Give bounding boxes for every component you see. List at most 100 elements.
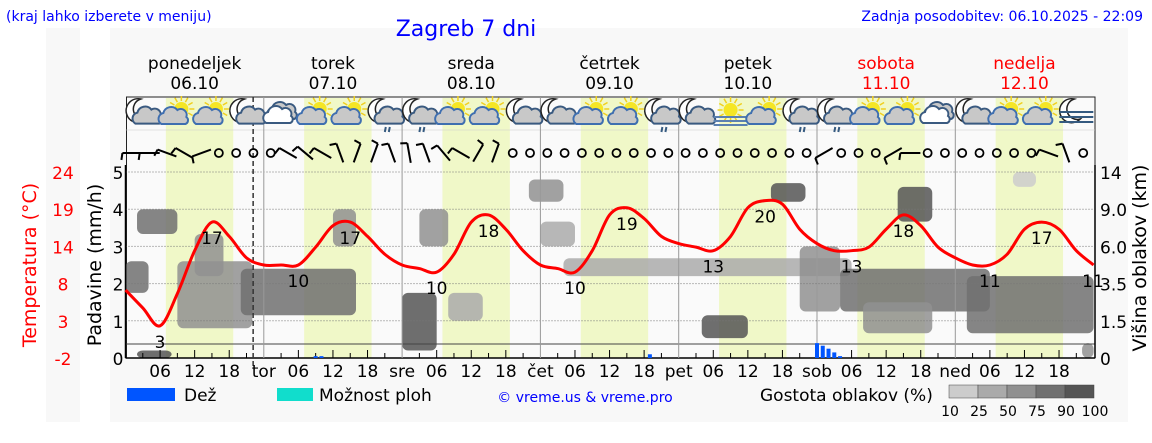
sun-ray (187, 101, 193, 106)
precipitation-tick: 3 (113, 238, 124, 258)
wind-calm-icon (698, 148, 708, 158)
sun-ray (169, 101, 175, 106)
sun-ray (913, 101, 920, 106)
legend-showers-label: Možnost ploh (319, 386, 432, 406)
wind-feather (137, 152, 141, 161)
wind-calm-icon (870, 148, 881, 158)
wind-shaft (175, 147, 194, 159)
temperature-label: 17 (339, 229, 361, 249)
precip-bar (832, 352, 837, 358)
cloud-area (194, 234, 224, 277)
hour-label: 06 (979, 362, 1001, 382)
wind-barb-icon (352, 139, 362, 163)
cloud-area (528, 179, 564, 202)
daylight-band (580, 98, 649, 358)
wind-feather (371, 139, 379, 145)
hour-label: 06 (288, 362, 310, 382)
cloud-area (840, 268, 990, 312)
sun-ray (187, 112, 193, 117)
cloud-shape (373, 105, 406, 125)
wind-feather (430, 144, 438, 150)
wind-calm-icon (749, 148, 760, 158)
temperature-label: 18 (478, 222, 500, 242)
sun-ray (495, 97, 500, 103)
sun-ray (775, 101, 781, 106)
day-short-label: ned (939, 362, 971, 382)
sun-ray (737, 102, 743, 107)
sun-ray (464, 101, 470, 106)
sun-ray (757, 101, 763, 106)
day-date: 11.10 (862, 74, 911, 94)
wind-calm-icon (213, 148, 224, 158)
wind-calm-icon (732, 148, 743, 158)
temperature-tick: 19 (52, 201, 74, 221)
menu-hint[interactable]: (kraj lahko izberete v meniju) (6, 9, 212, 25)
day-date: 12.10 (1000, 74, 1049, 94)
sun-disc (723, 103, 738, 117)
sun-ray (360, 112, 366, 117)
sun-ray (312, 97, 317, 103)
precip-bar (820, 345, 825, 358)
sun-ray (900, 97, 905, 103)
cloud-scale-label: 50 (999, 404, 1017, 420)
wind-calm-icon (525, 148, 535, 158)
cloud-area (137, 209, 178, 234)
cloud-area (177, 261, 253, 329)
wind-barb-icon (170, 147, 194, 159)
sun-ray (1052, 112, 1058, 117)
cloud-scale-swatch (977, 384, 1008, 399)
cloud-scale-label: 90 (1057, 404, 1075, 420)
wind-feather (291, 145, 299, 152)
credit-link[interactable]: © vreme.us & vreme.pro (497, 390, 672, 406)
cloud-shape (745, 106, 777, 125)
wind-calm-icon (784, 148, 795, 158)
sun-ray (485, 97, 490, 103)
sun-ray (450, 97, 455, 103)
temperature-label: 11 (1082, 272, 1104, 292)
wind-feather (1055, 142, 1063, 147)
wind-shaft (883, 147, 903, 159)
precipitation-tick: 5 (113, 164, 124, 184)
wind-calm-icon (974, 148, 985, 158)
wind-barb-icon (447, 147, 471, 159)
cloud-shape (468, 106, 501, 125)
wind-shaft (191, 148, 212, 158)
wind-barb-icon (308, 147, 332, 159)
sun-ray (879, 101, 885, 106)
legend-rain-swatch (127, 388, 175, 401)
sun-ray (599, 97, 604, 103)
cloud-area (799, 246, 841, 312)
wind-calm-icon (231, 148, 242, 158)
temperature-label: 17 (201, 229, 223, 249)
hour-label: 12 (184, 362, 206, 382)
cloud-height-axis-label: Višina oblakov (km) (1129, 165, 1151, 352)
cloud-shape (511, 105, 544, 125)
partly-sunny-icon (987, 96, 1025, 125)
precip-bar (647, 354, 652, 358)
temperature-line (124, 198, 1095, 328)
day-date: 09.10 (585, 74, 634, 94)
sun-ray (602, 112, 608, 117)
rain-drops (418, 126, 426, 133)
sun-ray (733, 98, 738, 104)
wind-calm-icon (767, 148, 777, 158)
wind-calm-icon (957, 148, 968, 158)
hour-label: 06 (149, 362, 171, 382)
day-date: 08.10 (447, 74, 496, 94)
cloud-area (966, 276, 1094, 334)
wind-shaft (335, 143, 345, 163)
last-updated: Zadnja posodobitev: 06.10.2025 - 22:09 (861, 9, 1143, 25)
partly-sunny-icon (849, 96, 886, 125)
cloud-shape (788, 105, 820, 125)
cloud-area (863, 302, 933, 334)
day-name: torek (311, 54, 355, 74)
sun-ray (219, 97, 224, 103)
wind-feather (898, 152, 902, 161)
sun-ray (1049, 97, 1053, 103)
cloud-scale-label: 10 (941, 404, 959, 420)
precipitation-tick: 1 (113, 313, 124, 333)
sun-ray (913, 112, 920, 117)
sun-ray (718, 102, 725, 107)
sun-ray (772, 97, 777, 103)
night-partly-cloudy-icon (678, 97, 717, 125)
